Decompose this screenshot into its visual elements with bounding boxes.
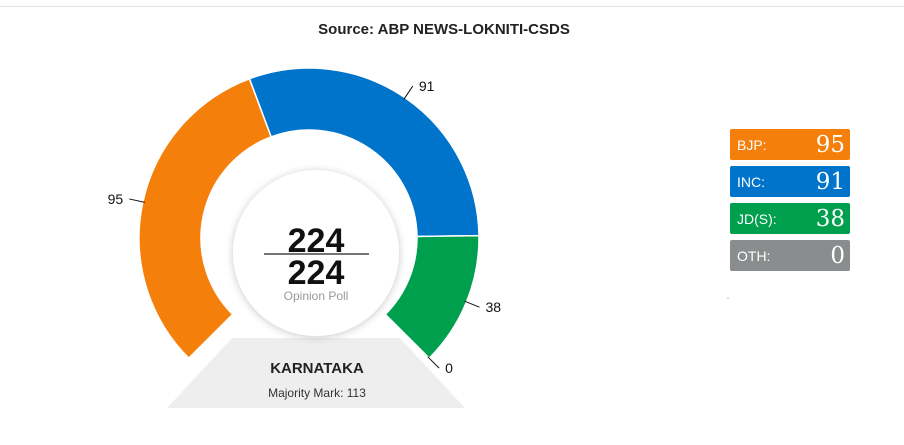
top-divider: [0, 6, 904, 7]
leader-line-bjp: [129, 198, 145, 203]
state-name: KARNATAKA: [270, 360, 364, 377]
legend-value: 95: [815, 131, 845, 158]
arc-bjp: [138, 77, 273, 360]
leader-line-jds: [464, 300, 480, 308]
gauge-data-labels: 95 91 38 0: [108, 78, 502, 376]
legend-label: INC:: [737, 173, 765, 190]
gauge-arcs: [138, 67, 480, 360]
data-label-jds: 38: [485, 299, 501, 315]
opinion-poll-caption: Opinion Poll: [284, 289, 349, 303]
legend-label: JD(S):: [737, 210, 777, 227]
legend-value: 0: [830, 242, 845, 269]
legend-label: BJP:: [737, 136, 767, 153]
center-disc: [233, 170, 399, 336]
data-label-oth: 0: [445, 360, 453, 376]
data-label-inc: 91: [419, 78, 435, 94]
leader-line-inc: [403, 85, 414, 100]
arc-inc: [248, 67, 480, 238]
legend-value: 91: [815, 168, 845, 195]
legend-marker-dot: [727, 297, 729, 299]
legend-item-oth: OTH: 0: [730, 240, 850, 271]
data-label-bjp: 95: [108, 191, 124, 207]
total-seats-value: 224: [288, 254, 345, 292]
legend-item-jds: JD(S): 38: [730, 203, 850, 234]
party-legend: BJP: 95 INC: 91 JD(S): 38 OTH: 0: [730, 129, 850, 277]
chart-source-title: Source: ABP NEWS-LOKNITI-CSDS: [318, 21, 570, 38]
majority-mark-label: Majority Mark: 113: [268, 386, 366, 400]
legend-item-bjp: BJP: 95: [730, 129, 850, 160]
legend-label: OTH:: [737, 247, 771, 264]
legend-item-inc: INC: 91: [730, 166, 850, 197]
state-panel: [167, 338, 465, 408]
legend-value: 38: [815, 205, 845, 232]
leader-line-oth: [427, 356, 440, 369]
